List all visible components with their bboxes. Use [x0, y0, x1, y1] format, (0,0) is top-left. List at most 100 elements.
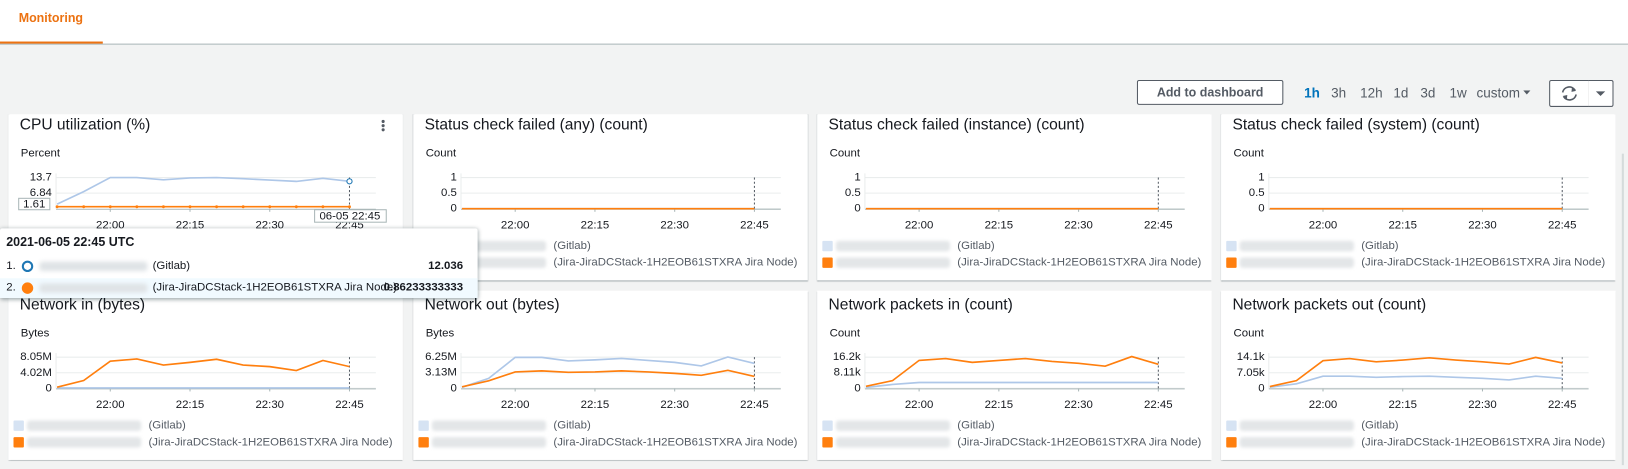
legend-label: (Jira-JiraDCStack-1H2EOB61STXRA Jira Nod… — [1361, 257, 1605, 269]
legend-swatch — [822, 240, 833, 252]
widget-title: Status check failed (instance) (count) — [829, 117, 1085, 134]
widget-title: CPU utilization (%) — [20, 117, 151, 134]
x-tick-label: 22:00 — [1309, 399, 1338, 411]
legend-label: (Jira-JiraDCStack-1H2EOB61STXRA Jira Nod… — [553, 436, 797, 448]
legend-swatch — [822, 420, 833, 431]
add-to-dashboard-button[interactable]: Add to dashboard — [1136, 79, 1284, 105]
x-tick-label: 22:45 — [1144, 219, 1173, 231]
y-tick-label: 0 — [854, 382, 860, 394]
legend-label: (Jira-JiraDCStack-1H2EOB61STXRA Jira Nod… — [957, 436, 1201, 448]
refresh-options-button[interactable] — [1588, 79, 1614, 107]
legend-swatch — [418, 420, 429, 431]
widget: Network out (bytes) Bytes 0 3.13M 6.25M 22:00… — [413, 290, 808, 460]
legend-label: (Gitlab) — [553, 240, 591, 252]
legend-blurred-name — [835, 257, 951, 268]
x-tick-label: 22:45 — [1548, 219, 1577, 231]
y-tick-label: 7.05k — [1237, 367, 1265, 379]
menu-dot — [381, 119, 385, 124]
x-tick-label: 22:30 — [1064, 219, 1093, 231]
refresh-button[interactable] — [1549, 79, 1590, 107]
tab-bar: Monitoring — [0, 0, 1628, 45]
x-tick-label: 22:15 — [581, 219, 610, 231]
legend-blurred-name — [835, 240, 951, 252]
y-tick-label: 14.1k — [1237, 351, 1265, 363]
widget-chart: Status check failed (instance) (count) Co… — [822, 117, 1202, 269]
x-tick-label: 22:30 — [1064, 399, 1093, 411]
legend-label: (Jira-JiraDCStack-1H2EOB61STXRA Jira Nod… — [1361, 436, 1605, 448]
legend-label: (Gitlab) — [1361, 420, 1399, 432]
tooltip-row: 2. (Jira-JiraDCStack-1H2EOB61STXRA Jira N… — [0, 278, 478, 298]
scrollbar — [1621, 153, 1624, 466]
legend-blurred-name — [26, 437, 142, 448]
series-point — [161, 205, 165, 209]
x-tick-label: 22:45 — [740, 219, 769, 231]
widget: Network packets out (count) Count 0 7.05k 14… — [1221, 290, 1616, 460]
widget-title: Network out (bytes) — [425, 296, 560, 313]
caret — [1523, 90, 1531, 95]
legend-label: (Jira-JiraDCStack-1H2EOB61STXRA Jira Nod… — [148, 436, 392, 448]
y-tick-label: 0 — [451, 382, 457, 394]
widget-title: Status check failed (any) (count) — [425, 117, 648, 134]
time-range[interactable]: 12h — [1360, 85, 1383, 101]
legend-blurred-name — [835, 420, 951, 431]
row-value: 12.036 — [428, 259, 464, 273]
series-point — [55, 205, 59, 209]
y-axis-unit: Count — [1234, 148, 1265, 160]
row-marker — [21, 260, 34, 273]
time-range[interactable]: 1h — [1304, 85, 1320, 101]
x-tick-label: 22:45 — [740, 399, 769, 411]
widget-title: Network packets out (count) — [1232, 296, 1426, 313]
row-index: 2. — [6, 281, 16, 294]
legend-swatch — [822, 437, 833, 448]
y-axis-unit: Count — [1234, 327, 1265, 339]
legend-swatch — [13, 437, 24, 448]
y-tick-label: 13.7 — [30, 172, 52, 184]
legend-label: (Jira-JiraDCStack-1H2EOB61STXRA Jira Nod… — [957, 257, 1201, 269]
widget-title: Status check failed (system) (count) — [1232, 117, 1479, 134]
series-point — [82, 205, 86, 209]
y-axis-unit: Percent — [21, 148, 61, 160]
time-range[interactable]: custom — [1476, 85, 1520, 101]
series-line — [865, 355, 1159, 388]
widget: Network in (bytes) Bytes 0 4.02M 8.05M 22:00 2… — [8, 290, 403, 460]
legend-label: (Gitlab) — [553, 420, 591, 432]
x-tick-label: 22:00 — [501, 219, 530, 231]
legend-label: (Gitlab) — [1361, 240, 1399, 252]
time-range[interactable]: 1w — [1449, 85, 1467, 101]
series-point — [294, 205, 298, 209]
legend-swatch — [1226, 437, 1237, 448]
y-axis-unit: Count — [830, 327, 861, 339]
caret-icon — [1523, 90, 1531, 95]
time-range[interactable]: 3d — [1420, 85, 1436, 101]
x-hover-label: 06-05 22:45 — [319, 211, 380, 223]
hover-point — [346, 178, 353, 185]
legend-blurred-name — [1239, 257, 1354, 268]
row-marker — [21, 282, 34, 294]
widget-grid: CPU utilization (%) Percent 6.84 13.7 22:00 2… — [0, 114, 1628, 469]
y-hover-box — [18, 197, 51, 211]
widget: Status check failed (instance) (count) Co… — [817, 114, 1212, 281]
tab[interactable]: Monitoring — [18, 10, 84, 25]
menu-dot — [381, 124, 385, 128]
y-tick-label: 1 — [451, 172, 457, 184]
widget-title: Network packets in (count) — [829, 296, 1013, 313]
series-line — [56, 358, 350, 388]
y-hover-label: 1.61 — [23, 199, 45, 211]
row-index: 1. — [6, 259, 16, 273]
time-range[interactable]: 3h — [1331, 85, 1347, 101]
legend-swatch — [822, 257, 833, 268]
time-range[interactable]: 1d — [1393, 85, 1409, 101]
row-blurred-name — [39, 283, 148, 293]
menu-dot — [381, 128, 385, 132]
caret-icon — [1595, 91, 1606, 97]
series-point — [215, 205, 219, 209]
y-tick-label: 0 — [1258, 382, 1264, 394]
legend-swatch — [1226, 240, 1237, 252]
series-line — [461, 356, 755, 389]
y-tick-label: 0 — [1258, 203, 1264, 215]
legend-blurred-name — [431, 420, 547, 431]
x-tick-label: 22:00 — [96, 399, 125, 411]
legend-swatch — [13, 420, 24, 431]
widget-chart: Network in (bytes) Bytes 0 4.02M 8.05M 22:00 2… — [13, 296, 393, 448]
